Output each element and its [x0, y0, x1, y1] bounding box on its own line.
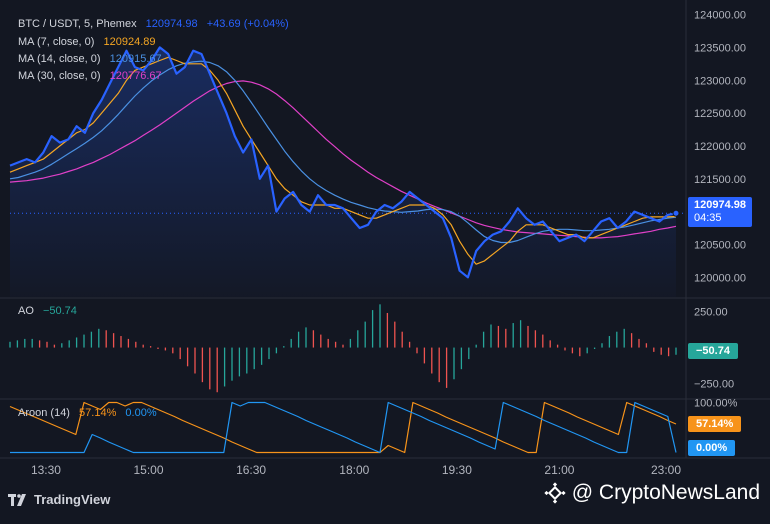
- aroon-down-tag-text: 0.00%: [696, 442, 728, 454]
- aroon-label: Aroon (14): [18, 407, 70, 419]
- aroon-up-tag-text: 57.14%: [696, 418, 734, 430]
- price-axis-tick: 122500.00: [694, 108, 746, 120]
- ma14-value: 120915.67: [109, 53, 162, 65]
- ao-label: AO: [18, 305, 34, 317]
- ao-axis-tick: −250.00: [694, 379, 734, 391]
- price-axis-tick: 121500.00: [694, 174, 746, 186]
- aroon-down-line: [10, 401, 677, 454]
- last-price: 120974.98: [145, 18, 198, 30]
- candle-countdown: 04:35: [694, 212, 722, 224]
- aroon-down-value: 0.00%: [125, 407, 157, 419]
- ma30-value: 120776.67: [109, 70, 162, 82]
- time-axis-tick: 15:00: [134, 463, 164, 477]
- ao-legend: AO −50.74: [18, 303, 83, 319]
- price-axis-tick: 123500.00: [694, 42, 746, 54]
- aroon-up-value: 57.14%: [79, 407, 117, 419]
- time-axis-tick: 16:30: [236, 463, 266, 477]
- price-axis-tick: 120000.00: [694, 272, 746, 284]
- ao-value-tag-text: −50.74: [696, 345, 730, 357]
- price-axis-tick: 120500.00: [694, 239, 746, 251]
- time-axis-tick: 18:00: [339, 463, 369, 477]
- ma7-legend: MA (7, close, 0) 120924.89: [18, 34, 161, 50]
- tradingview-logo-icon: [8, 493, 26, 506]
- moving-average-line: [9, 80, 677, 239]
- ma7-label: MA (7, close, 0): [18, 36, 95, 48]
- time-axis-tick: 19:30: [442, 463, 472, 477]
- ao-axis-tick: 250.00: [694, 307, 728, 319]
- time-axis-tick: 13:30: [31, 463, 61, 477]
- moving-average-line: [9, 60, 677, 244]
- ma30-legend: MA (30, close, 0) 120776.67: [18, 68, 168, 84]
- ma7-value: 120924.89: [103, 36, 156, 48]
- price-area-fill: [10, 47, 676, 298]
- last-price-dot: [672, 209, 680, 217]
- price-axis-tick: 124000.00: [694, 10, 746, 22]
- ma14-label: MA (14, close, 0): [18, 53, 101, 65]
- time-axis-tick: 23:00: [651, 463, 681, 477]
- time-axis-tick: 21:00: [544, 463, 574, 477]
- aroon-axis-tick: 100.00%: [694, 398, 738, 410]
- ao-value-tag: −50.74: [688, 343, 738, 359]
- last-price-tag-value: 120974.98: [694, 199, 746, 211]
- ao-value: −50.74: [42, 305, 77, 317]
- price-legend: BTC / USDT, 5, Phemex 120974.98 +43.69 (…: [18, 16, 295, 32]
- aroon-legend: Aroon (14) 57.14% 0.00%: [18, 405, 163, 421]
- price-change: +43.69 (+0.04%): [206, 18, 289, 30]
- price-axis-tick: 122000.00: [694, 141, 746, 153]
- watermark-text: @ CryptoNewsLand: [571, 481, 760, 504]
- aroon-down-tag: 0.00%: [688, 440, 736, 456]
- symbol-label: BTC / USDT, 5, Phemex: [18, 18, 137, 30]
- tradingview-footer[interactable]: TradingView: [8, 492, 110, 507]
- cryptonewsland-watermark: @ CryptoNewsLand: [544, 481, 760, 505]
- binance-diamond-icon: [544, 482, 566, 504]
- last-price-tag: 120974.98 04:35: [688, 197, 752, 227]
- price-series-line: [9, 46, 677, 279]
- aroon-up-line: [9, 401, 677, 454]
- price-axis-tick: 123000.00: [694, 75, 746, 87]
- aroon-up-tag: 57.14%: [688, 416, 742, 432]
- ma14-legend: MA (14, close, 0) 120915.67: [18, 51, 168, 67]
- ma30-label: MA (30, close, 0): [18, 70, 101, 82]
- tradingview-brand: TradingView: [34, 492, 111, 507]
